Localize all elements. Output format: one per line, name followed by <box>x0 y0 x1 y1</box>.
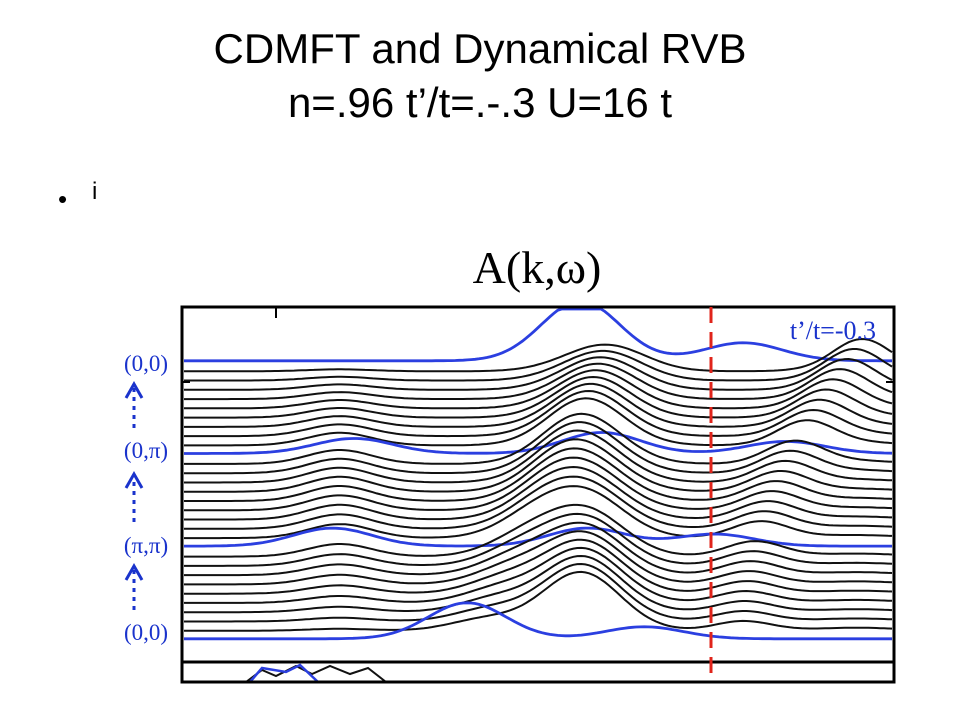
spectral-curve <box>184 562 893 623</box>
spectral-curve <box>184 512 893 567</box>
spectral-curve <box>184 348 893 382</box>
bullet-dot-icon: • <box>58 184 68 214</box>
highlight-spectral-curve <box>184 307 892 363</box>
spectral-curve <box>184 362 893 401</box>
up-arrow-icon <box>124 380 144 428</box>
lower-panel-highlight-curve <box>249 663 319 683</box>
spectral-curve <box>184 465 893 521</box>
spectral-curve <box>184 554 893 614</box>
spectral-curve <box>184 521 893 577</box>
spectral-curve <box>184 503 893 558</box>
spectral-curve <box>184 382 893 428</box>
slide-title-line-1: CDMFT and Dynamical RVB <box>213 25 747 72</box>
bullet-text: i <box>92 178 98 205</box>
spectral-curve <box>184 429 893 484</box>
spectral-curve <box>184 421 893 475</box>
spectral-curve <box>184 369 893 410</box>
spectral-curve <box>184 485 893 540</box>
up-arrow-icon <box>124 562 144 610</box>
highlight-spectral-curve <box>184 431 893 455</box>
spectral-curve <box>184 570 893 632</box>
spectral-curves <box>184 307 893 683</box>
highlight-spectral-curve <box>184 601 892 641</box>
up-arrow-icon <box>124 470 144 522</box>
tprime-annotation: t’/t=-0.3 <box>790 316 876 345</box>
spectral-curve <box>184 397 893 447</box>
spectral-curve <box>184 456 893 512</box>
slide-title-line-2: n=.96 t’/t=.-.3 U=16 t <box>287 79 673 126</box>
spectral-curve <box>184 475 893 530</box>
spectral-curve <box>184 447 893 502</box>
slide-title: CDMFT and Dynamical RVB n=.96 t’/t=.-.3 … <box>0 22 960 130</box>
spectral-curve <box>184 438 893 493</box>
spectral-curve <box>184 356 893 391</box>
spectral-curve <box>184 546 893 604</box>
kpoint-label: (0,0) <box>124 620 168 645</box>
spectral-curve <box>184 337 893 373</box>
kpoint-label: (0,π) <box>124 438 168 463</box>
highlight-spectral-curve <box>184 526 892 548</box>
spectral-curve <box>184 412 893 465</box>
spectral-curve <box>184 375 893 419</box>
lower-panel-curve <box>245 664 387 683</box>
spectral-curve <box>184 389 893 438</box>
spectral-curve <box>184 538 893 595</box>
plot-frame <box>180 305 896 684</box>
kpoint-label: (π,π) <box>124 533 168 558</box>
spectral-curve <box>184 530 893 586</box>
chart-title: A(k,ω) <box>473 242 602 293</box>
kpoint-label: (0,0) <box>124 351 168 376</box>
